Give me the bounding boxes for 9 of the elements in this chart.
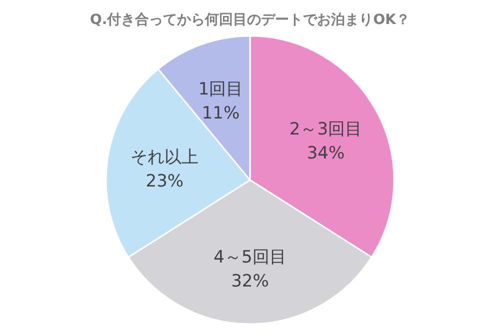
slice-label: それ以上: [130, 147, 199, 168]
slice-label: 4～5回目: [214, 247, 286, 268]
data-label: 23%: [146, 171, 184, 192]
data-label: 34%: [306, 143, 345, 164]
data-label: 11%: [202, 104, 240, 124]
slice-label: 1回目: [198, 80, 244, 100]
slice-label: 2～3回目: [289, 119, 362, 140]
chart-title: Q.付き合ってから何回目のデートでお泊まりOK？: [90, 12, 410, 28]
data-label: 32%: [231, 271, 269, 292]
